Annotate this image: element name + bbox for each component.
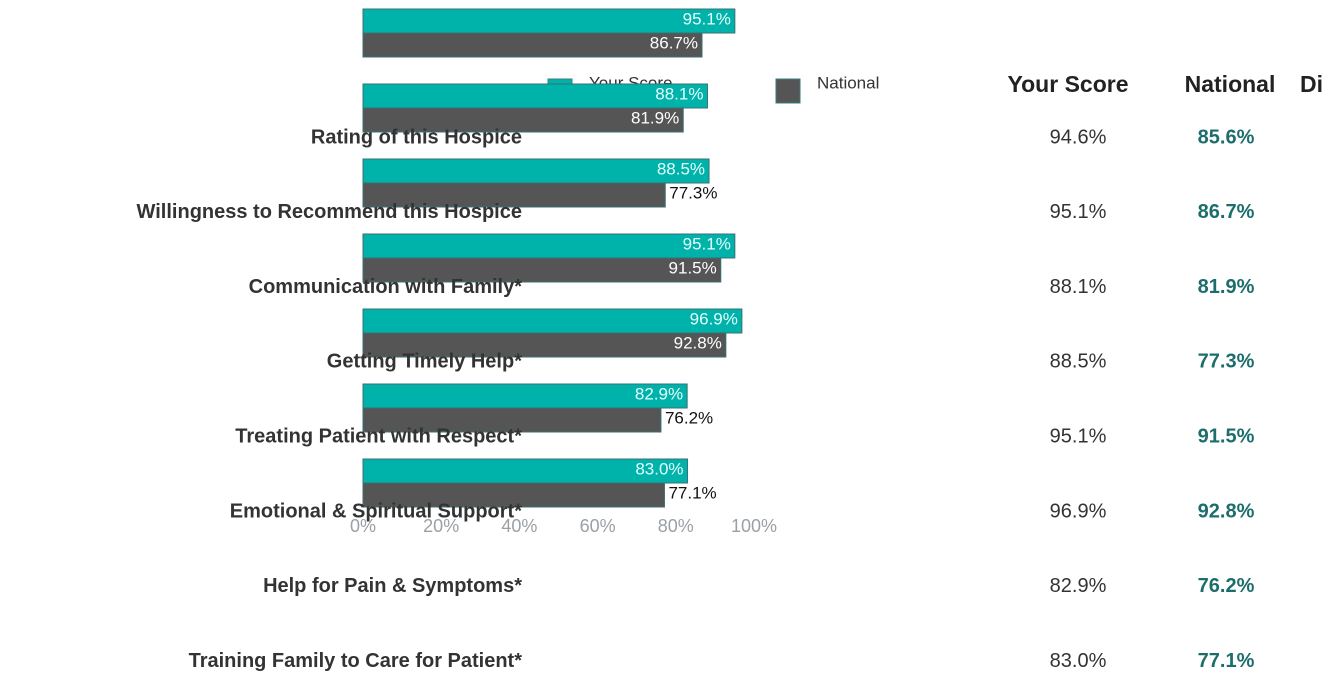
row-label: Rating of this Hospice: [311, 126, 522, 148]
bar-value-label: 88.1%: [655, 84, 703, 103]
bar: [362, 383, 688, 409]
row-label: Training Family to Care for Patient*: [189, 650, 523, 672]
bar: [362, 458, 689, 484]
national-score: 86.7%: [1198, 201, 1255, 223]
bar-value-label: 77.3%: [669, 183, 717, 202]
x-tick-label: 0%: [350, 516, 376, 536]
x-tick-label: 100%: [731, 516, 777, 536]
bar: [362, 83, 708, 109]
table-header: Di: [1300, 71, 1323, 97]
table-header: National: [1185, 71, 1276, 97]
bar: [362, 32, 703, 58]
your-score: 88.5%: [1050, 351, 1107, 373]
national-score: 77.1%: [1198, 650, 1255, 672]
bar-value-label: 92.8%: [674, 333, 722, 352]
row-label: Getting Timely Help*: [327, 351, 522, 373]
table-header: Your Score: [1008, 71, 1129, 97]
your-score: 96.9%: [1050, 500, 1107, 522]
bar-value-label: 77.1%: [668, 483, 716, 502]
your-score: 88.1%: [1050, 276, 1107, 298]
row-label: Help for Pain & Symptoms*: [263, 575, 522, 597]
row-label: Willingness to Recommend this Hospice: [137, 201, 522, 223]
legend-label: National: [817, 73, 879, 92]
national-score: 91.5%: [1198, 425, 1255, 447]
bar-value-label: 88.5%: [657, 159, 705, 178]
bar-value-label: 95.1%: [683, 234, 731, 253]
bar-value-label: 95.1%: [683, 9, 731, 28]
national-score: 81.9%: [1198, 276, 1255, 298]
bar-value-label: 96.9%: [690, 309, 738, 328]
national-score: 77.3%: [1198, 351, 1255, 373]
x-tick-label: 80%: [658, 516, 694, 536]
x-tick-label: 20%: [423, 516, 459, 536]
bar: [362, 308, 743, 334]
row-label: Emotional & Spiritual Support*: [230, 500, 522, 522]
your-score: 83.0%: [1050, 650, 1107, 672]
national-score: 92.8%: [1198, 500, 1255, 522]
bar-value-label: 86.7%: [650, 33, 698, 52]
bar: [362, 8, 736, 34]
bar-value-label: 81.9%: [631, 108, 679, 127]
row-label: Communication with Family*: [249, 276, 523, 298]
x-tick-label: 40%: [501, 516, 537, 536]
bar: [362, 233, 736, 259]
your-score: 95.1%: [1050, 201, 1107, 223]
bar-value-label: 76.2%: [665, 408, 713, 427]
your-score: 82.9%: [1050, 575, 1107, 597]
bar: [362, 158, 710, 184]
row-label: Treating Patient with Respect*: [235, 425, 522, 447]
bar: [362, 182, 666, 208]
national-score: 76.2%: [1198, 575, 1255, 597]
bar-value-label: 82.9%: [635, 384, 683, 403]
bar-value-label: 91.5%: [669, 258, 717, 277]
bar: [362, 107, 684, 133]
your-score: 94.6%: [1050, 126, 1107, 148]
bar: [362, 407, 662, 433]
your-score: 95.1%: [1050, 425, 1107, 447]
bar: [362, 482, 665, 508]
bar: [362, 332, 727, 358]
bar: [362, 257, 722, 283]
x-tick-label: 60%: [580, 516, 616, 536]
legend-swatch: [775, 78, 801, 104]
bar-value-label: 83.0%: [635, 459, 683, 478]
national-score: 85.6%: [1198, 126, 1255, 148]
